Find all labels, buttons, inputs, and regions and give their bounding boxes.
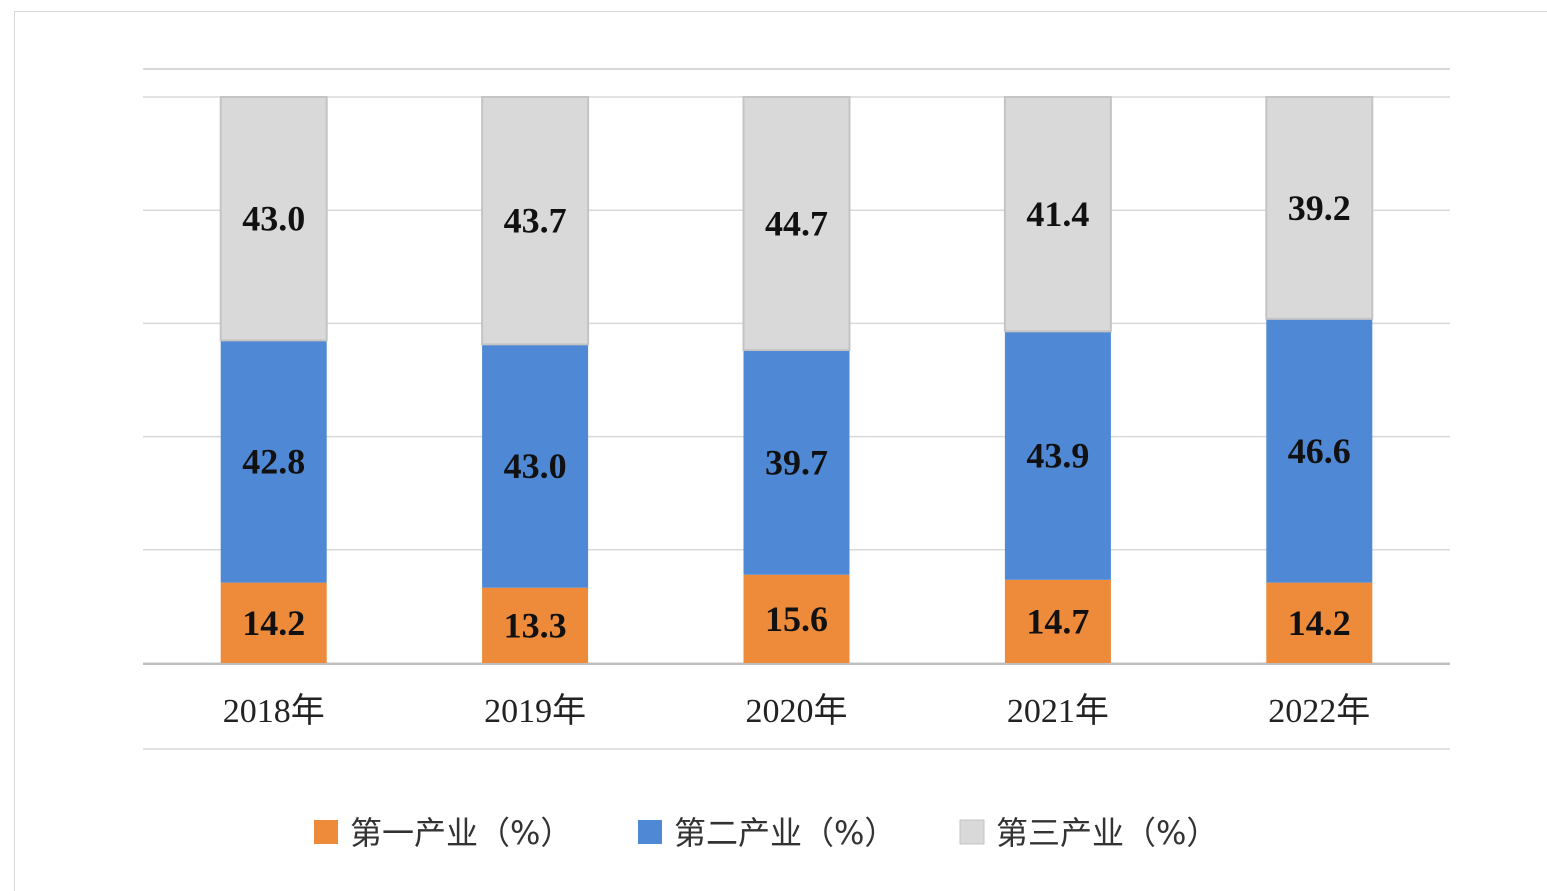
bar-segment xyxy=(219,96,328,342)
bar-segment xyxy=(743,350,850,575)
data-labels: 14.2 42.8 43.0 13.3 43.0 43.7 15.6 39.7 44.7 14.7… xyxy=(242,188,1351,645)
x-axis-ticks: 2018年 2019年 2020年 2021年 2022年 xyxy=(223,692,1371,730)
x-tick-label: 2020年 xyxy=(746,692,848,730)
bar-segment xyxy=(220,340,327,583)
data-label: 39.7 xyxy=(765,442,828,482)
data-label: 39.2 xyxy=(1288,188,1351,228)
bar-segment xyxy=(1004,579,1111,663)
data-label: 43.7 xyxy=(504,201,567,241)
bar-segment xyxy=(1004,331,1111,580)
bar-segment xyxy=(481,96,590,346)
data-label: 46.6 xyxy=(1288,431,1351,471)
data-label: 44.7 xyxy=(765,204,828,244)
data-label: 13.3 xyxy=(504,605,567,645)
bar-segment xyxy=(482,587,589,663)
data-label: 14.2 xyxy=(1288,603,1351,643)
data-label: 43.0 xyxy=(242,199,305,239)
bar-segment xyxy=(1266,582,1373,663)
bar-segment xyxy=(742,96,851,352)
bars xyxy=(219,96,1374,663)
legend-label: 第三产业（%） xyxy=(996,814,1218,852)
x-tick-label: 2022年 xyxy=(1268,692,1370,730)
x-tick-label: 2019年 xyxy=(484,692,586,730)
legend: 第一产业（%） 第二产业（%） 第三产业（%） xyxy=(314,814,1218,852)
data-label: 42.8 xyxy=(242,442,305,482)
bar-segment xyxy=(220,582,327,663)
x-tick-label: 2018年 xyxy=(223,692,325,730)
x-tick-label: 2021年 xyxy=(1007,692,1109,730)
data-label: 14.2 xyxy=(242,603,305,643)
bar-segment xyxy=(482,344,589,588)
bar-segment xyxy=(1265,96,1374,320)
legend-swatch xyxy=(314,820,338,844)
data-label: 14.7 xyxy=(1026,601,1089,641)
bar-segment xyxy=(1003,96,1112,333)
legend-label: 第二产业（%） xyxy=(674,814,896,852)
bar-segment xyxy=(1266,318,1373,583)
legend-swatch xyxy=(959,819,985,845)
data-label: 43.9 xyxy=(1026,436,1089,476)
data-label: 43.0 xyxy=(504,446,567,486)
data-label: 15.6 xyxy=(765,599,828,639)
legend-label: 第一产业（%） xyxy=(350,814,572,852)
legend-swatch xyxy=(638,820,662,844)
bar-segment xyxy=(743,574,850,663)
data-label: 41.4 xyxy=(1026,194,1089,234)
chart-frame xyxy=(14,11,1547,891)
